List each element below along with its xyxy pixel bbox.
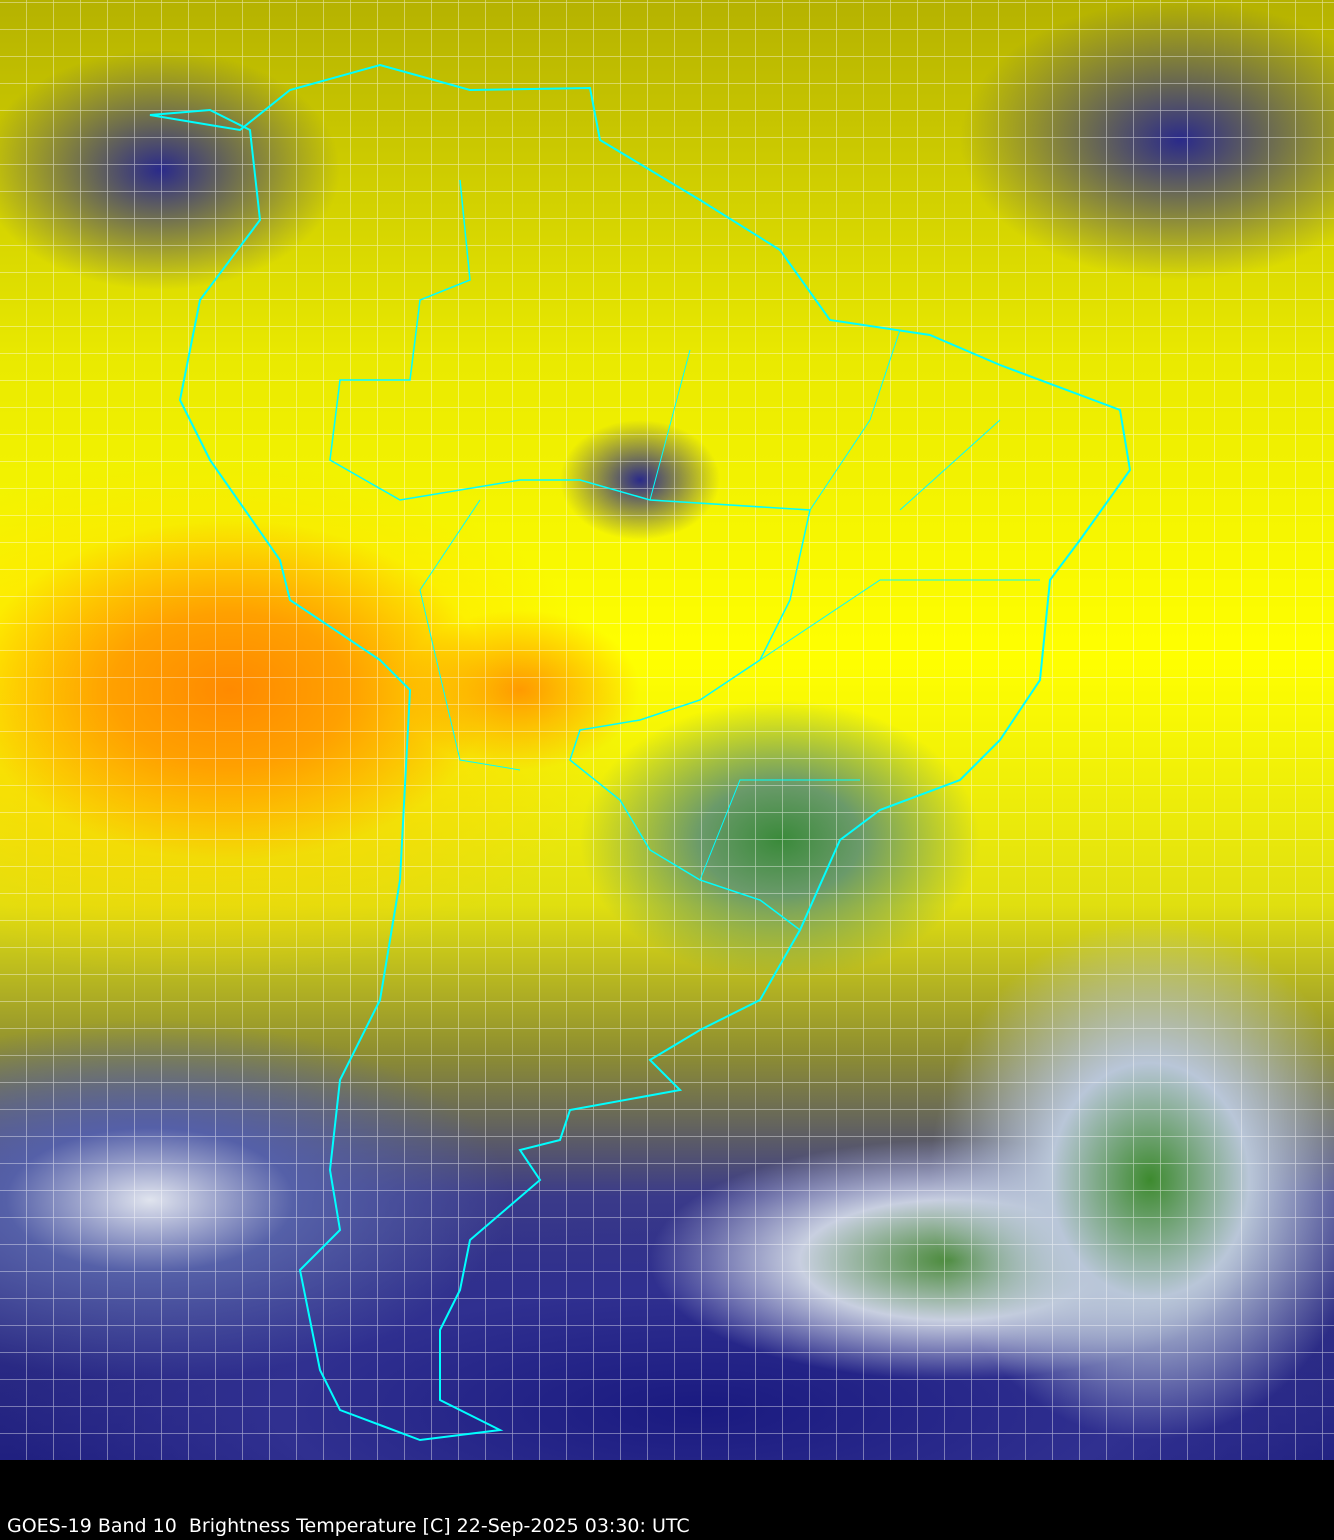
south-america-coastline: [149, 63, 1132, 1442]
brightness-temperature-imagery: [0, 0, 1334, 1460]
country-borders: [149, 63, 1132, 1442]
brazil-border: [329, 179, 811, 931]
internal-borders: [419, 329, 1040, 881]
image-caption: GOES-19 Band 10 Brightness Temperature […: [7, 1515, 690, 1537]
lat-lon-grid: [0, 0, 1334, 1460]
